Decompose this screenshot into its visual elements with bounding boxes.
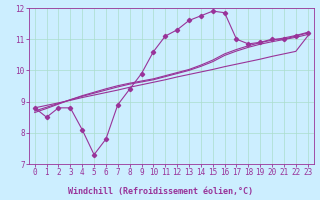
- Text: Windchill (Refroidissement éolien,°C): Windchill (Refroidissement éolien,°C): [68, 187, 252, 196]
